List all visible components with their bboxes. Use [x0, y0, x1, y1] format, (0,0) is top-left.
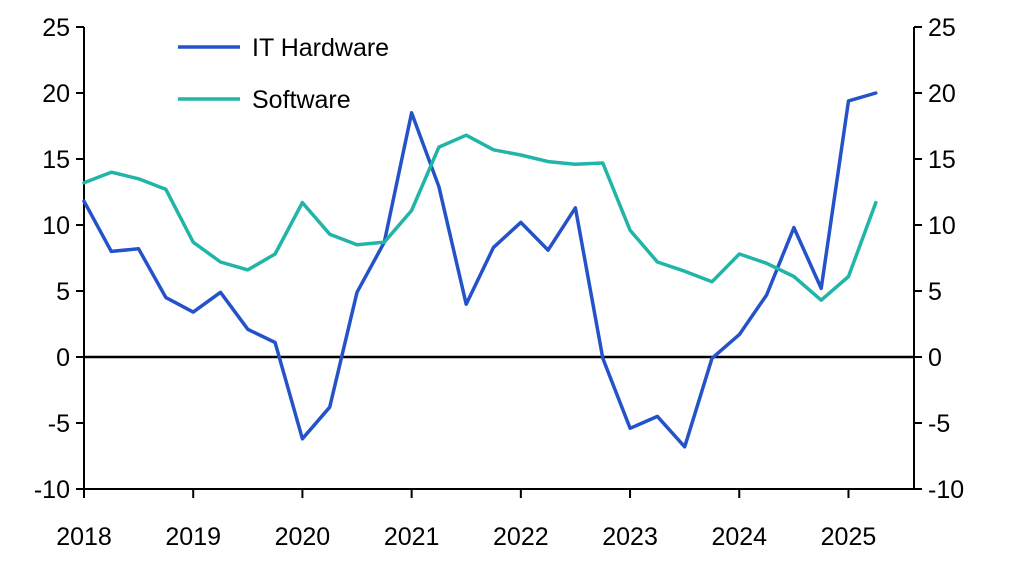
data-point-it-hardware: [411, 112, 413, 114]
data-point-software: [520, 154, 522, 156]
data-point-software: [192, 241, 194, 243]
x-tick-label: 2024: [711, 523, 767, 551]
left-y-tick-label: 0: [56, 344, 70, 372]
data-point-it-hardware: [493, 246, 495, 248]
left-y-tick-label: 10: [42, 212, 70, 240]
data-point-it-hardware: [656, 415, 658, 417]
data-point-it-hardware: [356, 291, 358, 293]
data-point-software: [493, 149, 495, 151]
x-tick-label: 2019: [165, 523, 221, 551]
data-point-software: [411, 209, 413, 211]
data-point-software: [165, 188, 167, 190]
data-point-it-hardware: [465, 303, 467, 305]
data-point-it-hardware: [820, 287, 822, 289]
data-point-software: [875, 202, 877, 204]
data-point-it-hardware: [766, 294, 768, 296]
axes-group: [83, 27, 915, 490]
right-y-tick-label: -5: [928, 410, 950, 438]
legend-label-it-hardware: IT Hardware: [252, 34, 389, 62]
data-point-software: [83, 182, 85, 184]
x-tick-label: 2023: [602, 523, 658, 551]
data-point-software: [547, 161, 549, 163]
data-point-software: [465, 134, 467, 136]
x-tick-label: 2025: [821, 523, 877, 551]
left-y-tick-label: -5: [48, 410, 70, 438]
data-point-it-hardware: [547, 249, 549, 251]
data-point-it-hardware: [329, 406, 331, 408]
data-point-it-hardware: [192, 311, 194, 313]
data-point-software: [110, 171, 112, 173]
data-point-it-hardware: [138, 248, 140, 250]
data-point-software: [820, 299, 822, 301]
data-point-it-hardware: [274, 341, 276, 343]
x-tick-label: 2021: [384, 523, 440, 551]
x-tick-label: 2022: [493, 523, 549, 551]
data-point-software: [684, 270, 686, 272]
series-line-software: [82, 133, 878, 302]
data-point-it-hardware: [110, 250, 112, 252]
data-point-it-hardware: [165, 297, 167, 299]
data-point-it-hardware: [301, 438, 303, 440]
data-point-software: [383, 241, 385, 243]
left-y-tick-label: -10: [34, 476, 70, 504]
data-point-software: [574, 163, 576, 165]
data-point-it-hardware: [602, 357, 604, 359]
data-point-software: [602, 162, 604, 164]
data-point-it-hardware: [574, 207, 576, 209]
data-point-it-hardware: [247, 328, 249, 330]
right-y-tick-label: -10: [928, 476, 964, 504]
data-point-software: [301, 202, 303, 204]
left-y-tick-label: 15: [42, 146, 70, 174]
left-y-tick-label: 20: [42, 80, 70, 108]
series-line-it-hardware: [82, 91, 878, 449]
right-y-tick-label: 0: [928, 344, 942, 372]
left-y-tick-label: 5: [56, 278, 70, 306]
right-y-tick-label: 20: [928, 80, 956, 108]
data-point-software: [138, 178, 140, 180]
data-point-software: [847, 275, 849, 277]
data-point-software: [793, 275, 795, 277]
data-point-software: [247, 269, 249, 271]
data-point-software: [656, 261, 658, 263]
left-y-tick-label: 25: [42, 14, 70, 42]
data-point-it-hardware: [793, 227, 795, 229]
right-y-tick-label: 25: [928, 14, 956, 42]
series-lines-group: [82, 91, 878, 449]
data-point-software: [220, 261, 222, 263]
data-point-software: [356, 244, 358, 246]
legend-label-software: Software: [252, 86, 351, 114]
right-y-tick-label: 10: [928, 212, 956, 240]
data-point-software: [711, 281, 713, 283]
data-point-it-hardware: [520, 221, 522, 223]
data-point-it-hardware: [875, 92, 877, 94]
data-point-it-hardware: [847, 100, 849, 102]
data-point-software: [766, 262, 768, 264]
data-point-it-hardware: [711, 357, 713, 359]
data-point-it-hardware: [738, 334, 740, 336]
data-point-it-hardware: [629, 427, 631, 429]
data-point-software: [629, 229, 631, 231]
data-point-software: [329, 233, 331, 235]
data-point-it-hardware: [684, 446, 686, 448]
right-y-tick-label: 5: [928, 278, 942, 306]
legend: IT Hardware Software: [178, 34, 389, 114]
data-point-software: [738, 253, 740, 255]
data-point-software: [274, 253, 276, 255]
x-tick-label: 2020: [275, 523, 331, 551]
right-y-tick-label: 15: [928, 146, 956, 174]
data-point-it-hardware: [83, 200, 85, 202]
data-point-software: [438, 146, 440, 148]
data-point-it-hardware: [438, 186, 440, 188]
x-tick-label: 2018: [56, 523, 112, 551]
data-point-it-hardware: [220, 291, 222, 293]
